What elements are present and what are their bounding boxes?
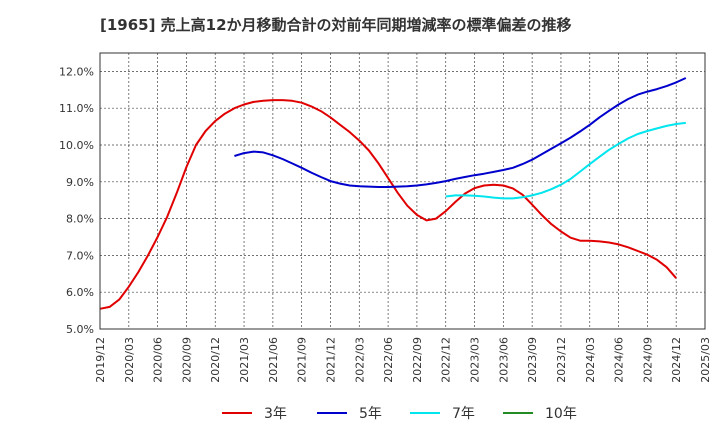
legend-label: 7年 xyxy=(452,406,475,422)
axes: 2019/12 2020/03 2020/06 2020/09 2020/12 2021/… xyxy=(59,52,712,383)
x-tick-label: 2022/03 xyxy=(353,337,366,383)
x-tick-label: 2023/03 xyxy=(469,337,482,383)
x-tick-label: 2024/03 xyxy=(584,337,597,383)
x-tick-label: 2020/09 xyxy=(180,337,193,383)
plot-frame xyxy=(99,52,706,330)
x-tick-label: 2021/12 xyxy=(324,337,337,383)
x-tick-label: 2024/09 xyxy=(641,337,654,383)
y-tick-label: 11.0% xyxy=(59,102,94,115)
plot-area xyxy=(100,53,705,329)
y-tick-label: 7.0% xyxy=(66,249,94,262)
x-tick-label: 2020/06 xyxy=(152,337,165,383)
x-tick-label: 2020/12 xyxy=(209,337,222,383)
series-line-1 xyxy=(234,77,687,188)
x-tick-label: 2024/06 xyxy=(613,337,626,383)
x-tick-label: 2021/06 xyxy=(267,337,280,383)
legend-label: 10年 xyxy=(545,406,577,422)
grid xyxy=(99,53,706,330)
legend-label: 3年 xyxy=(264,406,287,422)
x-tick-label: 2019/12 xyxy=(94,337,107,383)
x-tick-label: 2023/06 xyxy=(497,337,510,383)
y-tick-label: 9.0% xyxy=(66,176,94,189)
x-tick-label: 2022/12 xyxy=(440,337,453,383)
legend: 3年 5年 7年 10年 xyxy=(222,406,577,422)
y-tick-label: 6.0% xyxy=(66,286,94,299)
y-tick-label: 5.0% xyxy=(66,323,94,336)
x-tick-label: 2022/09 xyxy=(411,337,424,383)
y-tick-label: 12.0% xyxy=(59,65,94,78)
x-tick-label: 2023/09 xyxy=(526,337,539,383)
x-tick-label: 2023/12 xyxy=(555,337,568,383)
series-line-0 xyxy=(99,99,677,310)
series-line-2 xyxy=(445,121,686,200)
x-tick-label: 2020/03 xyxy=(123,337,136,383)
x-tick-label: 2021/09 xyxy=(296,337,309,383)
legend-label: 5年 xyxy=(359,406,382,422)
y-tick-label: 8.0% xyxy=(66,213,94,226)
x-tick-label: 2022/06 xyxy=(382,337,395,383)
x-tick-label: 2025/03 xyxy=(699,337,712,383)
x-tick-label: 2021/03 xyxy=(238,337,251,383)
chart-title: [1965] 売上高12か月移動合計の対前年同期増減率の標準偏差の推移 xyxy=(100,16,572,34)
series-lines xyxy=(99,77,687,310)
x-tick-label: 2024/12 xyxy=(670,337,683,383)
y-tick-label: 10.0% xyxy=(59,139,94,152)
